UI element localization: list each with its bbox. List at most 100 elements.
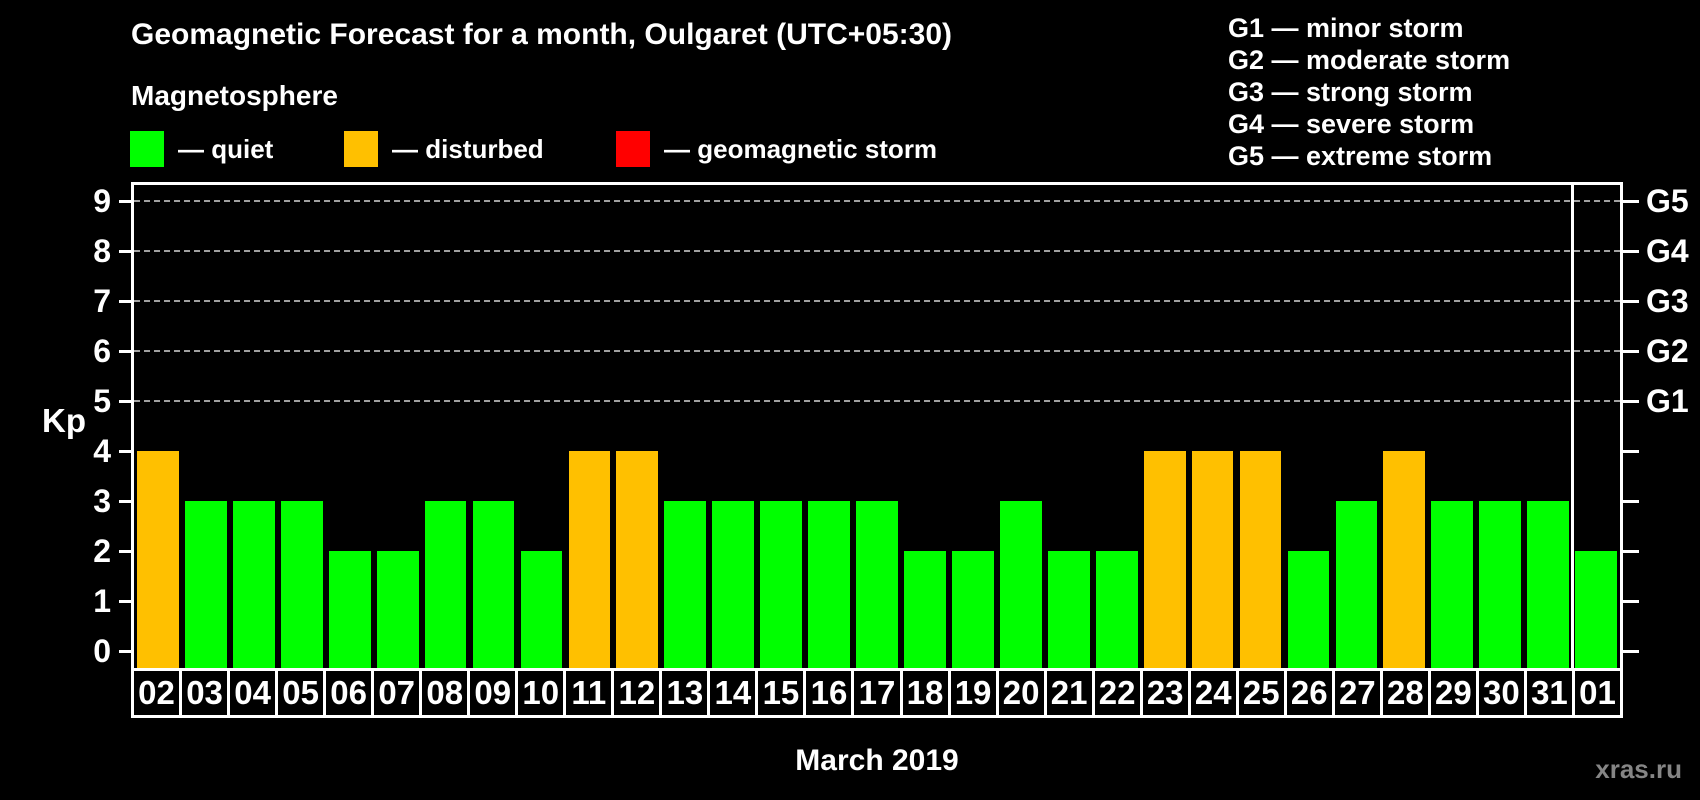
kp-bar-12 (616, 451, 659, 668)
kp-bar-11 (568, 451, 611, 668)
day-label-07: 07 (371, 668, 423, 718)
right-tick-8 (1623, 250, 1639, 253)
quiet-legend-label: — quiet (178, 133, 274, 164)
chart-title: Geomagnetic Forecast for a month, Oulgar… (131, 18, 953, 51)
y-axis-label-8: 8 (93, 233, 111, 269)
left-tick-3 (119, 500, 131, 503)
bar-column-05 (278, 185, 326, 668)
month-separator-line (1570, 185, 1574, 668)
kp-bar-16 (808, 501, 850, 668)
x-axis-title: March 2019 (795, 744, 959, 777)
right-axis-label-G4: G4 (1646, 233, 1689, 269)
day-label-22: 22 (1091, 668, 1143, 718)
kp-bar-20 (999, 501, 1042, 668)
kp-bar-23 (1143, 451, 1186, 668)
y-axis-title: Kp (42, 402, 86, 439)
right-tick-3 (1623, 500, 1639, 503)
kp-bar-29 (1431, 501, 1474, 668)
bar-column-07 (374, 185, 422, 668)
day-label-17: 17 (851, 668, 903, 718)
day-label-21: 21 (1043, 668, 1095, 718)
kp-bar-22 (1095, 551, 1138, 668)
day-label-12: 12 (611, 668, 663, 718)
day-label-29: 29 (1427, 668, 1479, 718)
kp-bar-06 (328, 551, 371, 668)
gridline-8 (134, 250, 1620, 252)
kp-bar-14 (712, 501, 755, 668)
day-label-20: 20 (995, 668, 1047, 718)
day-label-30: 30 (1475, 668, 1527, 718)
bar-column-14 (709, 185, 757, 668)
bar-column-01 (1572, 185, 1620, 668)
left-tick-7 (119, 300, 131, 303)
right-axis-label-G2: G2 (1646, 333, 1689, 369)
y-axis-label-9: 9 (93, 183, 111, 219)
left-tick-6 (119, 350, 131, 353)
right-tick-1 (1623, 600, 1639, 603)
disturbed-color-swatch (344, 131, 378, 167)
day-label-18: 18 (899, 668, 951, 718)
kp-bar-19 (952, 551, 994, 668)
left-tick-1 (119, 600, 131, 603)
kp-bar-18 (904, 551, 946, 668)
legend-item-storm: — geomagnetic storm (616, 130, 937, 168)
kp-bar-31 (1527, 501, 1569, 668)
day-label-23: 23 (1139, 668, 1191, 718)
kp-bar-24 (1191, 451, 1234, 668)
bar-column-03 (182, 185, 230, 668)
kp-bar-08 (424, 501, 467, 668)
kp-bar-09 (472, 501, 515, 668)
legend-item-disturbed: — disturbed (344, 130, 544, 168)
bar-column-29 (1428, 185, 1476, 668)
bar-column-21 (1045, 185, 1093, 668)
day-label-13: 13 (659, 668, 711, 718)
right-axis-label-G3: G3 (1646, 283, 1689, 319)
right-axis-label-G1: G1 (1646, 383, 1689, 419)
y-axis-label-6: 6 (93, 333, 111, 369)
plot-area: 0 1 2 3 4 5 6 7 8 9 G1 G2 G3 G4 G5 (93, 182, 1689, 669)
bar-column-24 (1189, 185, 1237, 668)
g-scale-legend: G1 — minor storm G2 — moderate storm G3 … (1228, 12, 1510, 172)
kp-bar-21 (1047, 551, 1090, 668)
day-label-05: 05 (275, 668, 327, 718)
disturbed-legend-label: — disturbed (392, 133, 544, 164)
bar-column-31 (1524, 185, 1572, 668)
g2-legend-line: G2 — moderate storm (1228, 45, 1511, 75)
right-tick-4 (1623, 450, 1639, 453)
right-tick-5 (1623, 400, 1639, 403)
day-label-28: 28 (1379, 668, 1431, 718)
y-axis-label-5: 5 (93, 383, 111, 419)
bar-column-28 (1380, 185, 1428, 668)
day-label-11: 11 (563, 668, 615, 718)
bar-column-20 (997, 185, 1045, 668)
bar-column-04 (230, 185, 278, 668)
day-label-24: 24 (1187, 668, 1239, 718)
kp-bar-15 (760, 501, 802, 668)
day-label-16: 16 (803, 668, 855, 718)
kp-bar-26 (1287, 551, 1330, 668)
day-label-15: 15 (755, 668, 807, 718)
kp-bar-17 (856, 501, 898, 668)
bar-column-16 (805, 185, 853, 668)
watermark: xras.ru (1595, 754, 1682, 784)
legend-item-quiet: — quiet (130, 130, 273, 168)
kp-bar-27 (1335, 501, 1378, 668)
bar-column-13 (661, 185, 709, 668)
gridline-9 (134, 200, 1620, 202)
right-tick-7 (1623, 300, 1639, 303)
right-tick-6 (1623, 350, 1639, 353)
day-label-08: 08 (419, 668, 471, 718)
left-tick-4 (119, 450, 131, 453)
y-axis-label-4: 4 (93, 433, 111, 469)
day-label-03: 03 (179, 668, 231, 718)
kp-bar-05 (280, 501, 323, 668)
bar-column-27 (1332, 185, 1380, 668)
bar-column-06 (326, 185, 374, 668)
day-label-14: 14 (707, 668, 759, 718)
kp-bar-25 (1239, 451, 1282, 668)
bar-column-10 (518, 185, 566, 668)
day-label-04: 04 (227, 668, 279, 718)
bar-column-15 (757, 185, 805, 668)
day-label-25: 25 (1235, 668, 1287, 718)
